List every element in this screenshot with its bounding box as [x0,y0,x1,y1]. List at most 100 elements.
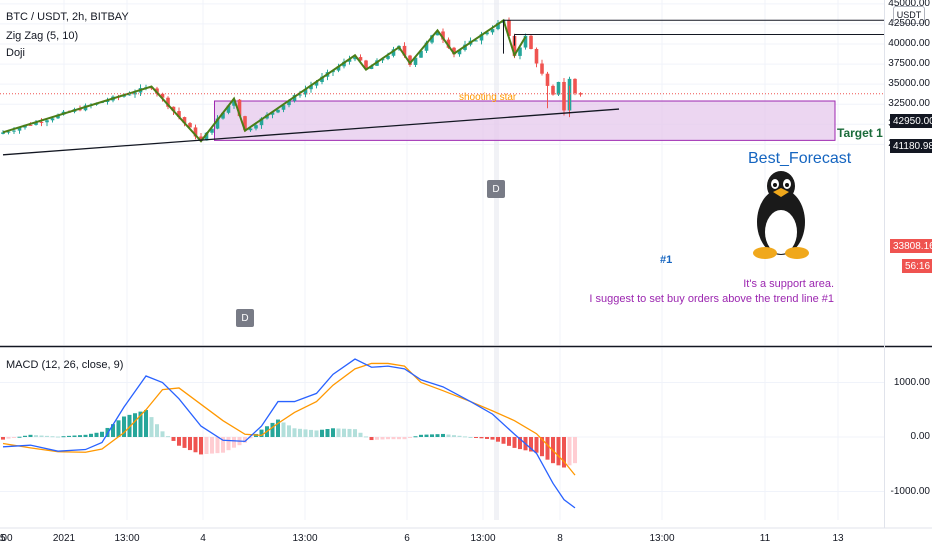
candle-body [50,118,55,121]
macd-histogram-bar [83,434,88,437]
macd-line [2,358,576,509]
countdown-tag: 56:16 [902,259,932,273]
candle-body [336,66,341,71]
macd-histogram-bar [287,425,291,437]
macd-histogram-bar [314,430,319,437]
candle-body [248,128,253,131]
candle-body [320,76,324,82]
macd-histogram-bar [358,432,363,437]
candle-body [386,55,390,59]
candle-body [298,94,302,96]
macd-histogram-bar [446,434,451,437]
candle-body [369,65,374,69]
macd-histogram-bar [28,434,33,437]
time-axis-label: 11 [759,533,771,544]
macd-histogram-bar [424,434,429,437]
candle-body [221,112,225,119]
macd-histogram-bar [160,431,165,437]
macd-histogram-bar [210,437,214,454]
candle-body [160,93,165,98]
macd-histogram-bar [182,437,187,448]
brand-label: Best_Forecast [748,150,852,167]
macd-histogram-bar [133,413,137,437]
candle-body [479,34,484,41]
zigzag-legend[interactable]: Zig Zag (5, 10) [6,30,79,42]
time-axis-label: 13:00 [0,533,13,544]
macd-histogram-bar [89,433,93,437]
candle-body [430,35,434,43]
support-note-2: I suggest to set buy orders above the tr… [589,293,834,305]
macd-histogram-bar [463,436,467,438]
macd-histogram-bar [413,436,418,438]
macd-histogram-bar [529,437,533,452]
doji-marker[interactable]: D [236,309,254,327]
macd-histogram-bar [518,437,522,450]
macd-histogram-bar [193,437,198,453]
price-axis-label: 32500.00 [888,98,930,110]
time-axis-label: 6 [404,533,410,544]
candle-body [545,73,550,86]
macd-histogram-bar [78,435,82,437]
macd-histogram-bar [540,437,544,457]
macd-histogram-bar [116,420,121,437]
macd-signal-line [2,362,576,476]
macd-histogram-bar [23,435,27,437]
macd-histogram-bar [567,437,572,466]
macd-histogram-bar [490,437,495,440]
target-label: Target 1 [837,126,883,140]
macd-histogram-bar [232,437,236,448]
price-axis-label: 42500.00 [888,17,930,29]
symbol-legend[interactable]: BTC / USDT, 2h, BITBAY [6,11,129,23]
candle-body [17,127,22,131]
macd-histogram-bar [281,422,286,437]
penguin-logo-icon [753,171,809,259]
last-price-tag: 33808.16 [890,239,932,253]
macd-histogram-bar [331,428,335,437]
candle-body [347,59,352,62]
macd-axis-label: 1000.00 [893,376,930,388]
doji-marker[interactable]: D [487,180,505,198]
candle-body [435,31,440,36]
macd-legend[interactable]: MACD (12, 26, close, 9) [6,359,124,371]
macd-histogram-bar [501,437,506,444]
candle-body [490,29,495,33]
time-axis-label: 15 [0,533,6,544]
time-axis-label: 13:00 [114,533,140,544]
candle-body [540,63,544,74]
macd-histogram-bar [292,428,297,437]
candle-body [578,93,583,95]
macd-histogram-bar [138,411,143,437]
macd-histogram-bar [61,436,66,438]
candle-body [413,57,418,65]
macd-histogram-bar [534,437,539,453]
macd-histogram-bar [94,432,99,437]
macd-histogram-bar [347,428,352,437]
macd-histogram-bar [127,414,132,437]
candle-body [457,49,462,55]
candle-body [342,61,346,67]
time-axis-label: 13:00 [470,533,496,544]
candle-body [270,112,275,115]
macd-histogram-bar [496,437,500,442]
price-axis-label: 45000.00 [888,0,930,9]
currency-button[interactable]: USDT [893,6,925,24]
macd-histogram-bar [397,437,401,440]
macd-histogram-bar [270,422,275,437]
macd-histogram-bar [562,437,566,468]
macd-histogram-bar [215,437,220,454]
candle-body [364,60,368,69]
candle-body [39,121,44,123]
macd-histogram-bar [545,437,550,460]
price-axis-label: 35000.00 [888,78,930,90]
time-axis-label: 2021 [52,533,76,544]
candle-body [188,123,192,128]
macd-histogram-bar [573,437,577,464]
candle-body [446,39,451,48]
candle-body [243,116,247,131]
time-axis-label: 4 [200,533,206,544]
candle-body [523,35,528,48]
session-highlight [494,348,499,520]
candle-body [424,42,429,51]
doji-legend[interactable]: Doji [6,47,25,59]
